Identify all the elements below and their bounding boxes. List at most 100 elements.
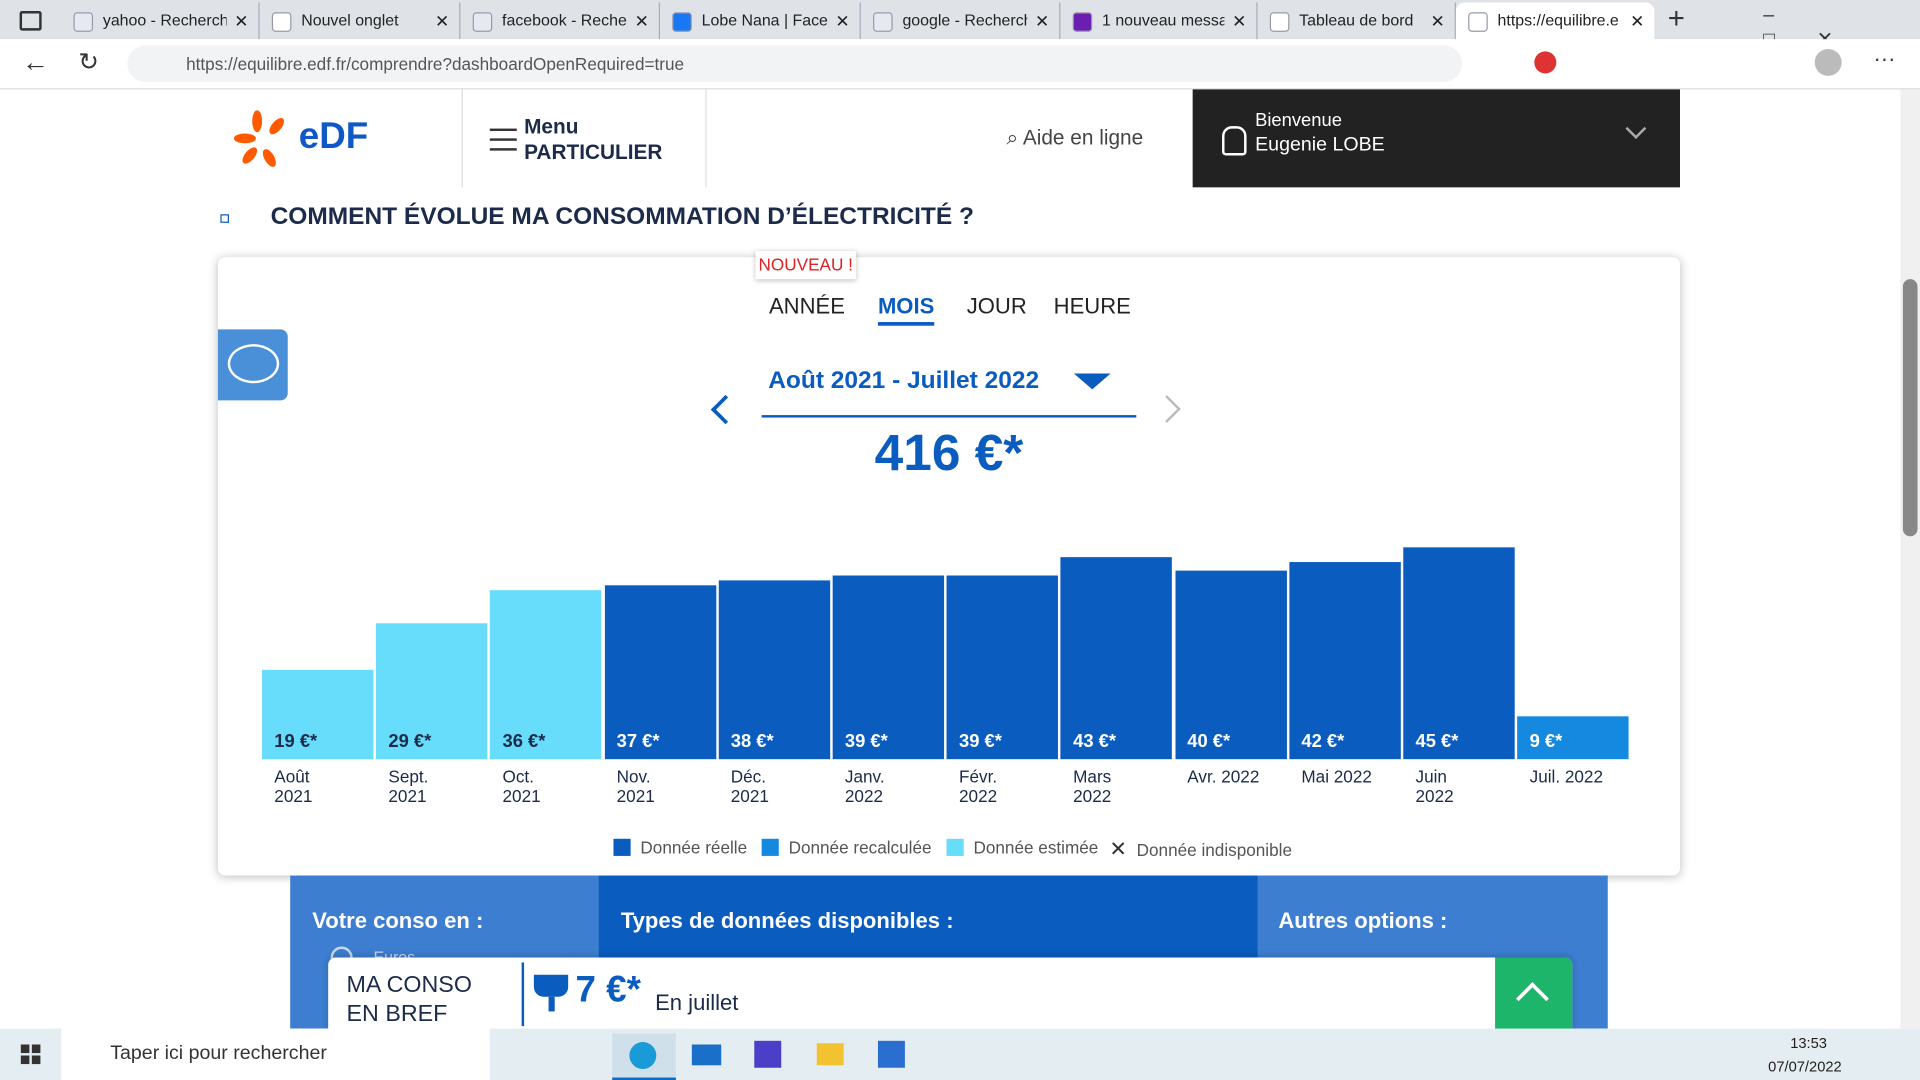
types-label: Types de données disponibles : — [620, 908, 954, 934]
legend-swatch — [613, 838, 631, 856]
bar-label: 9 €* — [1529, 731, 1563, 752]
plug-icon — [533, 974, 569, 1012]
profile[interactable] — [1814, 48, 1842, 76]
search-placeholder: Taper ici pour rechercher — [110, 1043, 327, 1065]
menu-sub[interactable]: PARTICULIER — [524, 140, 663, 165]
bar-label: 36 €* — [502, 731, 546, 752]
bar[interactable] — [1175, 571, 1287, 760]
browser-tab[interactable]: Tableau de bord ✕ — [1258, 2, 1456, 40]
bar-label: 40 €* — [1187, 731, 1231, 752]
tab-close[interactable]: ✕ — [1430, 11, 1445, 31]
browser-tab[interactable]: 1 nouveau messa ✕ — [1060, 2, 1258, 40]
tab-title: yahoo - Recherch — [102, 11, 227, 30]
account-box[interactable]: Bienvenue Eugenie LOBE — [1192, 89, 1681, 188]
tab-close[interactable]: ✕ — [1232, 11, 1247, 31]
tab-bar: + –□✕ yahoo - Recherch✕Nouvel onglet✕fac… — [0, 0, 1920, 50]
mail-app[interactable] — [691, 1044, 722, 1066]
edge-app[interactable] — [612, 1033, 676, 1080]
view-tab[interactable]: ANNÉE — [768, 293, 845, 319]
menu-icon[interactable] — [489, 128, 517, 151]
expand-button[interactable] — [1495, 957, 1573, 1032]
legend-item: Donnée recalculée — [761, 837, 932, 858]
logo-mark — [233, 110, 285, 167]
tab-close[interactable]: ✕ — [634, 11, 649, 31]
more-menu[interactable]: ··· — [1873, 46, 1896, 72]
bar[interactable] — [1289, 561, 1401, 760]
tab-icon — [1072, 12, 1093, 32]
new-tab[interactable]: + — [1667, 2, 1685, 36]
tab-icon — [873, 12, 893, 32]
taskbar: Taper ici pour rechercher 13:53 07/07/20… — [0, 1028, 1920, 1080]
scrollbar[interactable] — [1900, 89, 1920, 1029]
browser-tab[interactable]: Lobe Nana | Facel ✕ — [660, 2, 861, 40]
reload-button[interactable]: ↻ — [78, 48, 99, 76]
browser-tab[interactable]: Nouvel onglet ✕ — [260, 2, 461, 40]
view-tab[interactable]: MOIS — [877, 294, 935, 326]
x-tick-label: Juil. 2022 — [1529, 766, 1604, 787]
conso-label: Votre conso en : — [312, 908, 484, 934]
bar[interactable] — [604, 585, 716, 760]
clock-date: 07/07/2022 — [1768, 1057, 1842, 1076]
bar-label: 37 €* — [616, 731, 660, 752]
bar[interactable] — [832, 575, 945, 760]
tab-icon — [271, 12, 292, 32]
clock-time: 13:53 — [1790, 1034, 1827, 1052]
menu-label[interactable]: Menu — [524, 115, 579, 139]
tab-title: 1 nouveau messa — [1102, 11, 1225, 30]
bar[interactable] — [946, 575, 1059, 760]
summary-bar: MA CONSO EN BREF 7 €* En juillet — [328, 957, 1573, 1032]
view-tab[interactable]: JOUR — [966, 293, 1027, 319]
period-select[interactable]: Août 2021 - Juillet 2022 — [768, 367, 1040, 395]
start-button[interactable] — [20, 1044, 41, 1065]
store-app[interactable] — [877, 1040, 905, 1068]
new-badge: NOUVEAU ! — [755, 251, 856, 280]
legend-item: Donnée réelle — [613, 837, 748, 858]
bar[interactable] — [1060, 556, 1173, 760]
tab-title: https://equilibre.e — [1497, 11, 1619, 30]
bar[interactable] — [376, 622, 488, 760]
site-header: eDF Menu PARTICULIER ⌕ Aide en ligne Bie… — [0, 89, 1900, 188]
browser-tab[interactable]: google - Recherch ✕ — [861, 2, 1061, 40]
url-field[interactable]: https://equilibre.edf.fr/comprendre?dash… — [127, 45, 1463, 83]
explorer-app[interactable] — [816, 1043, 844, 1066]
tab-icon — [1468, 12, 1488, 32]
browser-tab[interactable]: facebook - Reche ✕ — [460, 2, 661, 40]
browser-tab[interactable]: yahoo - Recherch ✕ — [61, 2, 260, 40]
bar[interactable] — [490, 589, 602, 760]
options-label: Autres options : — [1278, 908, 1448, 934]
tab-title: Lobe Nana | Facel — [701, 11, 828, 30]
tab-icon — [472, 12, 493, 32]
tab-actions[interactable] — [19, 11, 42, 31]
search-box[interactable]: Taper ici pour rechercher — [61, 1028, 490, 1080]
legend-text: Donnée recalculée — [788, 837, 932, 858]
bar[interactable] — [1403, 547, 1515, 760]
view-tab[interactable]: HEURE — [1053, 293, 1131, 319]
tab-close[interactable]: ✕ — [835, 11, 850, 31]
bar-label: 19 €* — [274, 731, 318, 752]
tab-icon — [672, 12, 692, 32]
bar-label: 39 €* — [844, 731, 888, 752]
app[interactable] — [754, 1040, 782, 1068]
tab-close[interactable]: ✕ — [1630, 11, 1645, 31]
extension[interactable] — [1534, 51, 1557, 74]
browser-tab[interactable]: https://equilibre.e ✕ — [1455, 2, 1655, 40]
feedback-button[interactable] — [217, 329, 288, 401]
legend-swatch — [761, 838, 779, 856]
legend-text: Donnée réelle — [640, 837, 748, 858]
bar[interactable] — [718, 580, 830, 760]
period-dropdown[interactable] — [1073, 373, 1111, 390]
tab-title: Nouvel onglet — [301, 11, 399, 30]
bar[interactable] — [1517, 716, 1629, 760]
tab-close[interactable]: ✕ — [435, 11, 450, 31]
bar-label: 42 €* — [1301, 731, 1345, 752]
help-link[interactable]: ⌕ Aide en ligne — [1006, 126, 1144, 150]
tab-close[interactable]: ✕ — [1035, 11, 1050, 31]
address-bar: ← ↻ https://equilibre.edf.fr/comprendre?… — [0, 39, 1920, 90]
bar[interactable] — [262, 669, 374, 760]
tab-close[interactable]: ✕ — [234, 11, 249, 31]
legend-cross: ✕ — [1109, 837, 1127, 861]
back-button[interactable]: ← — [22, 46, 49, 78]
x-tick-label: Sept. 2021 — [388, 766, 429, 806]
tab-title: google - Recherch — [902, 11, 1028, 30]
